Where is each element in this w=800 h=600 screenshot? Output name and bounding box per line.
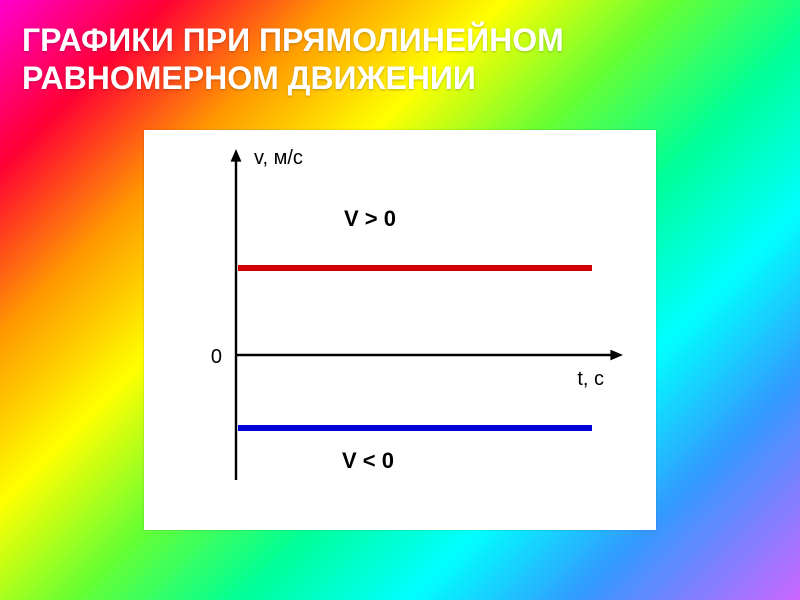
origin-label: 0: [211, 346, 222, 368]
slide-title: ГРАФИКИ ПРИ ПРЯМОЛИНЕЙНОМ РАВНОМЕРНОМ ДВ…: [22, 22, 778, 98]
x-axis-label: t, с: [577, 368, 604, 390]
chart-panel: v, м/с t, с 0 V > 0 V < 0: [144, 130, 656, 530]
y-axis-label: v, м/с: [254, 147, 303, 169]
series-label-0: V > 0: [344, 206, 396, 231]
velocity-chart: v, м/с t, с 0 V > 0 V < 0: [144, 130, 656, 530]
slide: ГРАФИКИ ПРИ ПРЯМОЛИНЕЙНОМ РАВНОМЕРНОМ ДВ…: [0, 0, 800, 600]
series-label-1: V < 0: [342, 448, 394, 473]
